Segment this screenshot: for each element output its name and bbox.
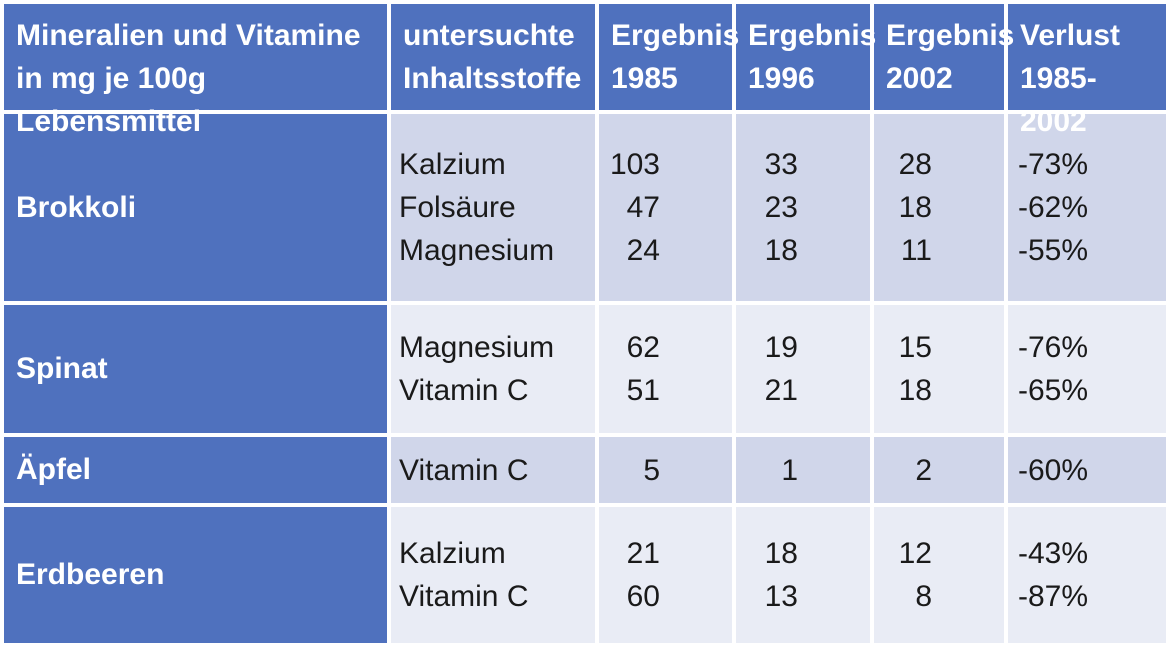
header-line: 1985-2002 (1020, 62, 1097, 138)
nutrient-name: Vitamin C (399, 374, 529, 407)
value-1985-cell: 62 51 (595, 301, 736, 437)
value-1996-cell: 19 21 (732, 301, 874, 437)
header-line: untersuchte (403, 19, 575, 52)
loss-value: -55% (1018, 234, 1089, 267)
value-1996: 19 (764, 331, 798, 364)
value-2002: 12 (898, 537, 932, 570)
food-label: Spinat (0, 301, 391, 437)
loss-value: -87% (1018, 580, 1089, 613)
nutrient-name: Kalzium (399, 537, 506, 570)
header-line: in mg je 100g Lebensmittel (16, 62, 207, 138)
value-1996: 33 (764, 148, 798, 181)
value-1996: 18 (764, 537, 798, 570)
header-line: 2002 (886, 62, 953, 95)
nutrient-name: Kalzium (399, 148, 506, 181)
food-label: Erdbeeren (0, 503, 391, 647)
value-1985-cell: 5 (595, 433, 736, 507)
value-1985: 5 (643, 453, 660, 487)
header-cell-nutrients: untersuchte Inhaltsstoffe (387, 0, 599, 114)
header-line: Ergebnis (611, 19, 740, 52)
value-2002: 15 (898, 331, 932, 364)
value-2002-cell: 2 (870, 433, 1008, 507)
value-1985: 62 (626, 331, 660, 364)
value-1985-cell: 103 47 24 (595, 110, 736, 305)
value-1985: 103 (609, 148, 660, 181)
value-1996: 13 (764, 580, 798, 613)
loss-value: -60% (1018, 453, 1089, 487)
nutrients-cell: Kalzium Vitamin C (387, 503, 599, 647)
value-1985-cell: 21 60 (595, 503, 736, 647)
value-2002: 2 (915, 453, 932, 487)
header-row: Mineralien und Vitamine in mg je 100g Leb… (0, 0, 1166, 138)
header-cell-category: Mineralien und Vitamine in mg je 100g Leb… (0, 0, 391, 138)
table-row-erdbeeren: Erdbeeren Kalzium Vitamin C 21 60 18 13 … (0, 503, 1166, 647)
value-2002: 11 (900, 234, 932, 267)
loss-cell: -73% -62% -55% (1004, 110, 1166, 305)
header-line: Ergebnis (748, 19, 877, 52)
loss-cell: -60% (1004, 433, 1166, 507)
nutrient-name: Magnesium (399, 234, 555, 267)
header-line: Mineralien und Vitamine (16, 19, 361, 52)
food-label: Äpfel (0, 433, 391, 507)
value-1985: 60 (626, 580, 660, 613)
table-row-spinat: Spinat Magnesium Vitamin C 62 51 19 21 1… (0, 301, 1166, 437)
table-row-aepfel: Äpfel Vitamin C 5 1 2 -60% (0, 433, 1166, 507)
loss-cell: -76% -65% (1004, 301, 1166, 437)
loss-value: -76% (1018, 331, 1089, 364)
value-2002-cell: 15 18 (870, 301, 1008, 437)
value-1996-cell: 33 23 18 (732, 110, 874, 305)
value-1985: 47 (626, 191, 660, 224)
nutrients-cell: Vitamin C (387, 433, 599, 507)
header-line: Ergebnis (886, 19, 1015, 52)
header-cell-1985: Ergebnis 1985 (595, 0, 740, 114)
value-1996: 18 (764, 234, 798, 267)
value-2002: 18 (898, 374, 932, 407)
value-1996: 1 (781, 453, 798, 487)
value-1996-cell: 1 (732, 433, 874, 507)
food-label: Brokkoli (0, 110, 391, 305)
nutrients-cell: Kalzium Folsäure Magnesium (387, 110, 599, 305)
header-cell-loss: Verlust 1985-2002 (1004, 0, 1166, 138)
loss-value: -73% (1018, 148, 1089, 181)
value-1985: 24 (626, 234, 660, 267)
nutrients-cell: Magnesium Vitamin C (387, 301, 599, 437)
value-1985: 51 (626, 374, 660, 407)
loss-cell: -43% -87% (1004, 503, 1166, 647)
loss-value: -43% (1018, 537, 1089, 570)
value-2002: 8 (915, 580, 932, 613)
value-1996: 23 (764, 191, 798, 224)
value-2002-cell: 28 18 11 (870, 110, 1008, 305)
nutrient-name: Vitamin C (399, 453, 529, 487)
value-2002: 18 (898, 191, 932, 224)
value-2002: 28 (898, 148, 932, 181)
header-line: Verlust (1020, 19, 1121, 52)
value-1996: 21 (764, 374, 798, 407)
nutrient-name: Vitamin C (399, 580, 529, 613)
nutrient-name: Magnesium (399, 331, 555, 364)
header-cell-1996: Ergebnis 1996 (732, 0, 877, 114)
table-row-brokkoli: Brokkoli Kalzium Folsäure Magnesium 103 … (0, 110, 1166, 305)
nutrient-name: Folsäure (399, 191, 516, 224)
loss-value: -62% (1018, 191, 1089, 224)
header-line: 1985 (611, 62, 678, 95)
header-cell-2002: Ergebnis 2002 (870, 0, 1015, 114)
value-1985: 21 (626, 537, 660, 570)
header-line: 1996 (748, 62, 815, 95)
loss-value: -65% (1018, 374, 1089, 407)
header-line: Inhaltsstoffe (403, 62, 582, 95)
value-1996-cell: 18 13 (732, 503, 874, 647)
value-2002-cell: 12 8 (870, 503, 1008, 647)
